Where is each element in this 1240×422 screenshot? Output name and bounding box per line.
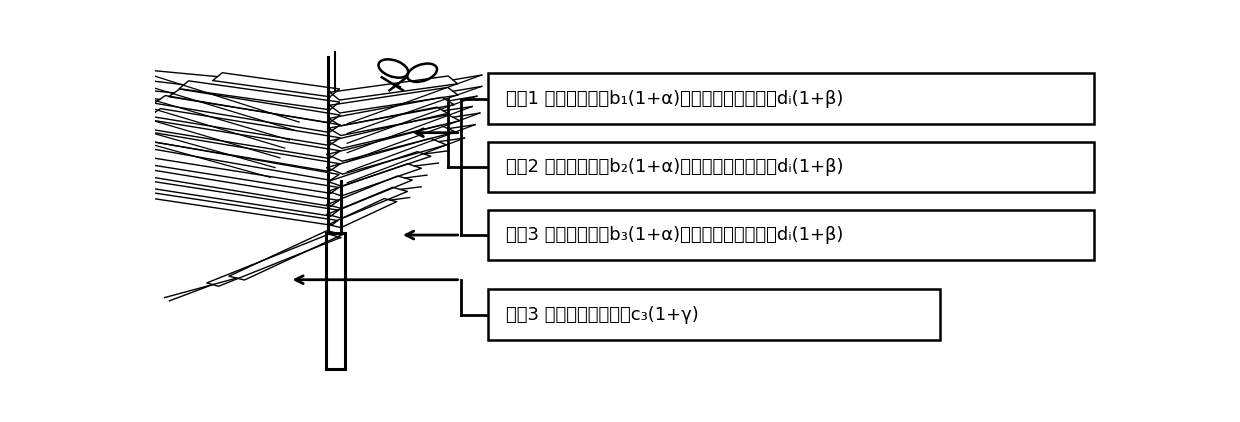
Text: 分杧3 最大预期长度b₃(1+α)及最大预期梢端直径dᵢ(1+β): 分杧3 最大预期长度b₃(1+α)及最大预期梢端直径dᵢ(1+β) — [506, 226, 843, 244]
Bar — [489, 142, 1094, 192]
Bar — [489, 210, 1094, 260]
Bar — [489, 73, 1094, 124]
Text: 分杧2 最大预期长度b₂(1+α)及最大预期梢端直径dᵢ(1+β): 分杧2 最大预期长度b₂(1+α)及最大预期梢端直径dᵢ(1+β) — [506, 158, 843, 176]
Bar — [489, 289, 940, 340]
Text: 分杧3 最大预期分枵频率c₃(1+γ): 分杧3 最大预期分枵频率c₃(1+γ) — [506, 306, 698, 324]
Text: 分杧1 最大预期长度b₁(1+α)及最大预期梢端直径dᵢ(1+β): 分杧1 最大预期长度b₁(1+α)及最大预期梢端直径dᵢ(1+β) — [506, 89, 843, 108]
